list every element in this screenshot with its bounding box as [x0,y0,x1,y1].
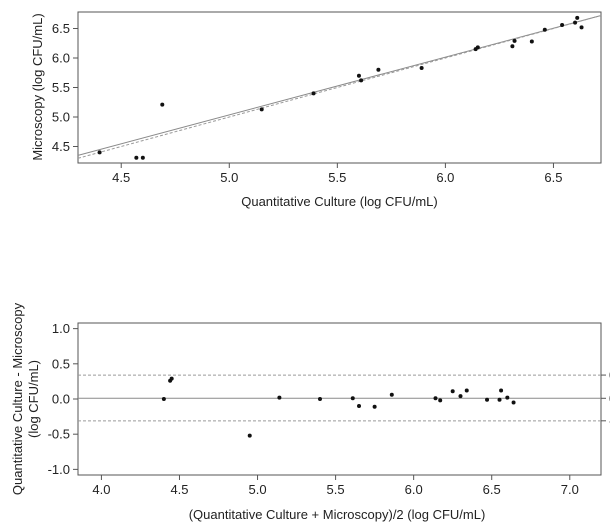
data-point [247,433,252,438]
data-point [542,27,547,32]
data-point [419,66,424,71]
data-point [485,397,490,402]
data-point [259,107,264,112]
data-point [140,155,145,160]
x-tick-label: 6.5 [483,482,501,497]
y-tick-label: 4.5 [52,139,70,154]
y-axis-title-line: Quantitative Culture - Microscopy [10,302,25,495]
x-tick-label: 5.0 [220,170,238,185]
data-point [497,397,502,402]
data-point [575,15,580,20]
y-tick-label: 1.0 [52,321,70,336]
x-tick-label: 7.0 [561,482,579,497]
x-axis-title: (Quantitative Culture + Microscopy)/2 (l… [189,507,486,522]
y-tick-label: 0.5 [52,356,70,371]
y-tick-label: 5.0 [52,109,70,124]
data-point [359,78,364,83]
data-point [510,44,515,49]
x-tick-label: 4.5 [112,170,130,185]
x-tick-label: 5.0 [248,482,266,497]
data-point [169,376,174,381]
data-point [560,22,565,27]
plot-frame [77,11,602,164]
x-tick-label: 4.0 [92,482,110,497]
y-axis-title-line: (log CFU/mL) [26,360,41,438]
x-tick-label: 5.5 [327,482,345,497]
data-point [573,20,578,25]
data-point [97,150,102,155]
data-point [311,91,316,96]
x-tick-label: 5.5 [328,170,346,185]
data-point [529,39,534,44]
y-tick-label: -0.5 [48,427,70,442]
y-axis-title: Quantitative Culture - Microscopy(log CF… [10,302,41,495]
x-tick-label: 6.0 [436,170,454,185]
data-point [433,396,438,401]
plot-frame [77,322,602,476]
data-point [350,396,355,401]
data-point [438,398,443,403]
data-point [317,397,322,401]
data-point [277,395,282,400]
y-tick-label: 6.0 [52,51,70,66]
data-point [579,25,584,30]
bland-altman-plot: 4.0 4.5 5.0 5.5 6.0 6.5 7.0 -1.0-0.50.00.51.0 … [10,302,610,522]
identity-line [77,15,602,159]
data-point [376,67,381,72]
x-tick-label: 4.5 [170,482,188,497]
data-point [511,400,516,405]
y-tick-label: 5.5 [52,80,70,95]
y-tick-label: 0.0 [52,392,70,407]
data-point [160,102,165,107]
correlation-plot: 4.5 5.0 5.5 6.0 6.5 4.5 5.0 5.5 6.0 6.5 Quantita… [30,11,602,209]
data-point [389,392,394,397]
y-axis-title: Microscopy (log CFU/mL) [30,13,45,160]
x-axis-title: Quantitative Culture (log CFU/mL) [241,194,438,209]
data-point [464,388,469,393]
data-point [499,388,504,393]
data-point [450,389,455,394]
data-point [475,45,480,50]
y-tick-label: -1.0 [48,462,70,477]
data-point [458,394,463,399]
data-point [512,38,517,43]
data-point [505,395,510,400]
y-tick-label: 6.5 [52,21,70,36]
data-point [357,404,362,409]
data-point [161,397,166,401]
data-point [356,73,361,78]
x-tick-label: 6.0 [405,482,423,497]
data-point [372,404,377,409]
data-point [134,155,139,160]
x-tick-label: 6.5 [544,170,562,185]
